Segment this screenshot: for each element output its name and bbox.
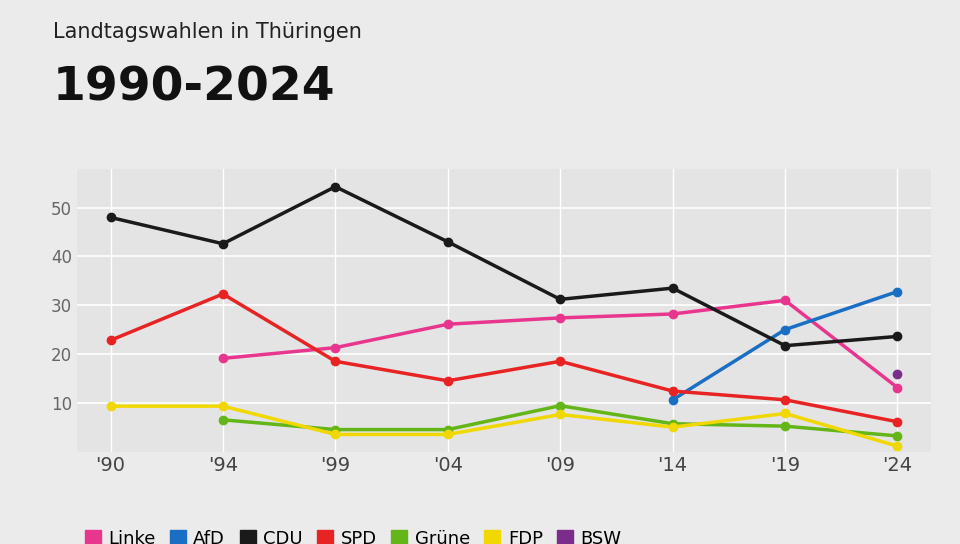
Text: 1990-2024: 1990-2024 [53,65,335,110]
Legend: Linke, AfD, CDU, SPD, Grüne, FDP, BSW: Linke, AfD, CDU, SPD, Grüne, FDP, BSW [78,523,629,544]
Text: Landtagswahlen in Thüringen: Landtagswahlen in Thüringen [53,22,362,42]
